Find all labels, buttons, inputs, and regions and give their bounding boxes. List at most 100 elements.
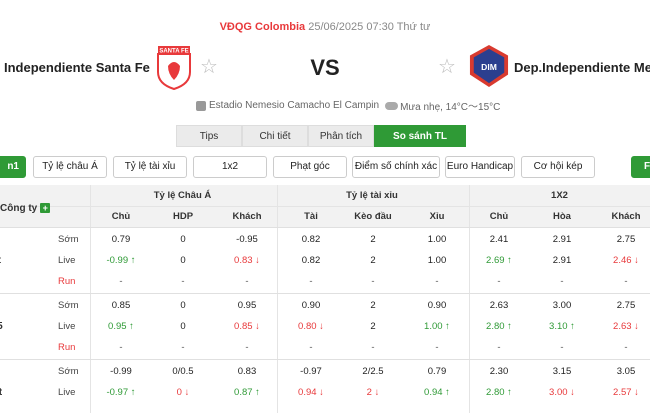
odds-cell[interactable]: 0.85 <box>93 295 149 317</box>
odds-cell[interactable]: -0.97 ↑ <box>93 382 149 404</box>
odds-cell[interactable]: - <box>598 337 650 359</box>
odds-cell[interactable]: 1.00 <box>409 250 465 272</box>
odds-cell[interactable]: 0.82 <box>283 250 339 272</box>
odds-cell[interactable]: 2.80 ↑ <box>471 382 527 404</box>
odds-cell[interactable]: 3.05 <box>598 361 650 383</box>
odds-cell[interactable]: - <box>471 337 527 359</box>
odds-cell[interactable]: 0.95 <box>219 295 275 317</box>
odds-cell[interactable]: 0.85 ↓ <box>219 316 275 338</box>
odds-cell[interactable]: - <box>155 271 211 293</box>
odds-cell[interactable]: 0 <box>155 295 211 317</box>
odds-cell[interactable]: -0.97 <box>283 361 339 383</box>
odds-value: 0.90 <box>427 300 447 311</box>
filter-button-1x2[interactable]: 1x2 <box>193 156 267 178</box>
odds-cell[interactable]: 0 <box>155 316 211 338</box>
odds-cell[interactable]: 2.63 <box>471 295 527 317</box>
away-team-name[interactable]: Dep.Independiente Med <box>514 60 650 75</box>
odds-cell[interactable]: - <box>219 337 275 359</box>
odds-cell[interactable]: 0.83 <box>219 361 275 383</box>
odds-cell[interactable]: - <box>93 337 149 359</box>
odds-cell[interactable]: 2.91 <box>534 229 590 251</box>
filter-button-right-edge[interactable]: F <box>631 156 650 178</box>
odds-cell[interactable]: 3.15 <box>534 361 590 383</box>
filter-button-double-chance[interactable]: Cơ hội kép <box>521 156 595 178</box>
odds-cell[interactable]: 1.00 <box>409 229 465 251</box>
filter-button-over-under[interactable]: Tỷ lệ tài xỉu <box>113 156 187 178</box>
odds-cell[interactable]: 2 <box>345 250 401 272</box>
odds-cell[interactable]: 2.91 <box>534 250 590 272</box>
odds-cell[interactable]: 2 <box>345 295 401 317</box>
odds-cell[interactable]: - <box>155 337 211 359</box>
odds-value: - <box>181 342 185 353</box>
odds-cell[interactable]: 0.95 ↑ <box>93 316 149 338</box>
odds-subrow-sớm: Sớm -0.99 0/0.5 0.83 -0.97 2/2.5 0.79 2.30 3.15 3… <box>46 361 650 383</box>
bookmaker-name[interactable]: 365 <box>0 294 46 360</box>
odds-cell[interactable]: - <box>534 271 590 293</box>
odds-cell[interactable]: - <box>283 337 339 359</box>
favorite-away-star-icon[interactable]: ☆ <box>438 56 456 78</box>
league-name[interactable]: VĐQG Colombia <box>219 21 306 33</box>
odds-cell[interactable]: 2.75 <box>598 295 650 317</box>
odds-cell[interactable]: - <box>534 337 590 359</box>
odds-value: 0 <box>176 387 182 398</box>
odds-cell[interactable]: - <box>345 337 401 359</box>
odds-cell[interactable]: 0.90 <box>409 295 465 317</box>
filter-button-left-edge[interactable]: n1 <box>0 156 26 178</box>
home-team-name[interactable]: Independiente Santa Fe <box>4 60 150 75</box>
odds-cell[interactable]: 2 ↓ <box>345 382 401 404</box>
odds-cell[interactable]: 0.79 <box>409 361 465 383</box>
odds-cell[interactable]: - <box>471 271 527 293</box>
odds-cell[interactable]: 0.80 ↓ <box>283 316 339 338</box>
bookmaker-name[interactable]: bet <box>0 228 46 294</box>
odds-cell[interactable]: 0.94 ↑ <box>409 382 465 404</box>
bookmaker-name[interactable]: Bet <box>0 387 3 398</box>
filter-button-correct-score[interactable]: Điểm số chính xác <box>352 156 440 178</box>
add-company-plus-icon[interactable]: + <box>40 203 51 214</box>
tab-odds-compare[interactable]: So sánh TL <box>374 125 466 147</box>
odds-cell[interactable]: 2.75 <box>598 229 650 251</box>
tab-tips[interactable]: Tips <box>176 125 242 147</box>
odds-cell[interactable]: - <box>409 271 465 293</box>
filter-button-asian-handicap[interactable]: Tỷ lệ châu Á <box>33 156 107 178</box>
odds-cell[interactable]: - <box>283 271 339 293</box>
favorite-home-star-icon[interactable]: ☆ <box>200 56 218 78</box>
odds-cell[interactable]: 0.82 <box>283 229 339 251</box>
odds-cell[interactable]: -0.95 <box>219 229 275 251</box>
odds-cell[interactable]: 0.87 ↑ <box>219 382 275 404</box>
odds-cell[interactable]: 0 <box>155 229 211 251</box>
odds-cell[interactable]: - <box>93 271 149 293</box>
odds-cell[interactable]: 3.00 ↓ <box>534 382 590 404</box>
filter-button-corners[interactable]: Phạt góc <box>273 156 347 178</box>
odds-cell[interactable]: 2.41 <box>471 229 527 251</box>
odds-subrow-label[interactable]: Run <box>58 342 76 353</box>
odds-cell[interactable]: 1.00 ↑ <box>409 316 465 338</box>
odds-cell[interactable]: 0.94 ↓ <box>283 382 339 404</box>
odds-subrow-label[interactable]: Run <box>58 276 76 287</box>
odds-cell[interactable]: 2.69 ↑ <box>471 250 527 272</box>
odds-cell[interactable]: 0.79 <box>93 229 149 251</box>
odds-cell[interactable]: 0 <box>155 250 211 272</box>
odds-cell[interactable]: -0.99 <box>93 361 149 383</box>
odds-cell[interactable]: 2 <box>345 316 401 338</box>
odds-cell[interactable]: 2.30 <box>471 361 527 383</box>
odds-cell[interactable]: - <box>345 271 401 293</box>
odds-cell[interactable]: 2.46 ↓ <box>598 250 650 272</box>
odds-cell[interactable]: 0.90 <box>283 295 339 317</box>
odds-cell[interactable]: 2/2.5 <box>345 361 401 383</box>
tab-analysis[interactable]: Phân tích <box>308 125 374 147</box>
odds-cell[interactable]: - <box>409 337 465 359</box>
odds-cell[interactable]: - <box>598 271 650 293</box>
odds-cell[interactable]: 0.83 ↓ <box>219 250 275 272</box>
odds-cell[interactable]: 2.80 ↑ <box>471 316 527 338</box>
odds-cell[interactable]: - <box>219 271 275 293</box>
odds-cell[interactable]: 3.10 ↑ <box>534 316 590 338</box>
odds-cell[interactable]: 0/0.5 <box>155 361 211 383</box>
filter-button-euro-handicap[interactable]: Euro Handicap <box>445 156 515 178</box>
tab-details[interactable]: Chi tiết <box>242 125 308 147</box>
odds-cell[interactable]: 2 <box>345 229 401 251</box>
odds-cell[interactable]: -0.99 ↑ <box>93 250 149 272</box>
odds-cell[interactable]: 2.63 ↓ <box>598 316 650 338</box>
odds-cell[interactable]: 3.00 <box>534 295 590 317</box>
odds-cell[interactable]: 2.57 ↓ <box>598 382 650 404</box>
odds-cell[interactable]: 0 ↓ <box>155 382 211 404</box>
